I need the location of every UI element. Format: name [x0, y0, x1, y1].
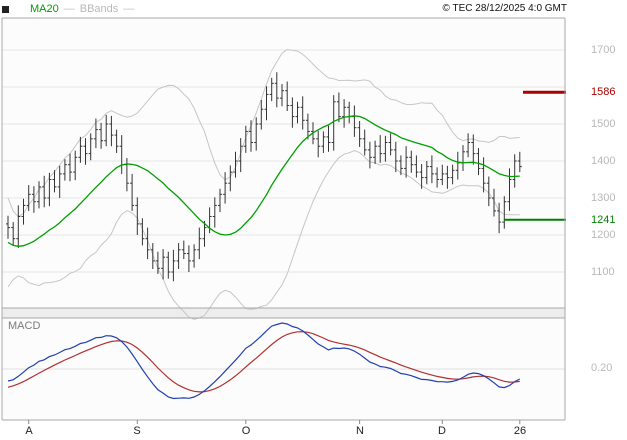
x-axis-label-D: D — [438, 425, 446, 437]
price-plot-background — [2, 18, 565, 308]
level-label-1586: 1586 — [591, 86, 616, 98]
copyright-text: © TEC 28/12/2025 4:0 GMT — [442, 3, 567, 14]
x-axis-label-A: A — [25, 425, 33, 437]
panel-separator — [2, 308, 565, 318]
legend-bbands-line-sample-icon: — — [123, 3, 135, 15]
macd-signal-line — [7, 331, 520, 393]
level-label-1241: 1241 — [591, 214, 616, 226]
bollinger-upper-band — [7, 48, 520, 218]
x-axis-label-26: 26 — [513, 425, 527, 437]
legend-ma20-line-sample-icon: — — [63, 3, 75, 15]
macd-panel-title: MACD — [8, 320, 41, 332]
bollinger-lower-band — [7, 149, 520, 320]
legend-ma20-label: MA20 — [30, 3, 59, 15]
macd-line — [7, 322, 521, 400]
ma20-line — [7, 115, 520, 247]
x-axis-label-N: N — [356, 425, 364, 437]
price-axis-label: 1100 — [591, 266, 615, 278]
x-axis-label-O: O — [241, 425, 251, 437]
price-axis-label: 1300 — [591, 192, 616, 204]
x-axis-label-S: S — [133, 425, 141, 437]
macd-axis-label: 0.20 — [591, 362, 613, 374]
price-axis-label: 1200 — [591, 229, 616, 241]
corner-mark-icon — [2, 5, 9, 13]
legend-bbands-label: BBands — [79, 3, 119, 15]
ohlc-bars — [6, 72, 522, 282]
price-axis-label: 1500 — [591, 118, 616, 130]
price-axis-label: 1700 — [591, 44, 616, 56]
legend: MA20 — BBands — — [2, 3, 134, 15]
price-axis-label: 1400 — [591, 155, 616, 167]
